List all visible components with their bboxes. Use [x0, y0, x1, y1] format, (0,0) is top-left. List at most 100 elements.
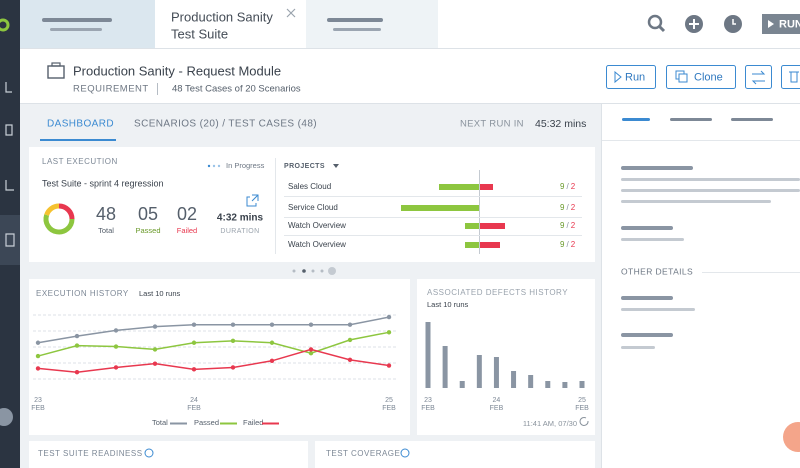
x-tick-label: 23 [34, 397, 42, 404]
project-name: Sales Cloud [288, 182, 331, 191]
data-point [114, 344, 118, 348]
data-point [36, 366, 40, 370]
data-point [348, 358, 352, 362]
card-title: ASSOCIATED DEFECTS HISTORY [427, 288, 568, 297]
score-part: 2 [571, 221, 576, 230]
tab[interactable] [20, 0, 155, 48]
next-run-label: NEXT RUN IN [460, 119, 524, 130]
data-point [75, 343, 79, 347]
bar [460, 381, 465, 388]
item-type: REQUIREMENT [73, 84, 149, 95]
placeholder [621, 200, 771, 203]
panel-tab[interactable] [622, 118, 650, 121]
project-score: 9/2 [560, 182, 576, 191]
dot[interactable] [302, 269, 306, 273]
data-point [192, 341, 196, 345]
data-point [270, 359, 274, 363]
score-part: 9 [560, 221, 565, 230]
run-label: RUN [779, 18, 800, 30]
placeholder [621, 189, 800, 192]
card-title: LAST EXECUTION [42, 157, 118, 166]
stat-label: Failed [177, 226, 197, 235]
suite-name: Test Suite - sprint 4 regression [42, 178, 164, 188]
bar [443, 346, 448, 388]
bar [545, 381, 550, 388]
panel-tab[interactable] [731, 118, 773, 121]
placeholder [42, 18, 112, 22]
x-tick-label: FEB [490, 405, 504, 412]
data-point [309, 347, 313, 351]
project-name: Watch Overview [288, 240, 346, 249]
card-title: EXECUTION HISTORY [36, 289, 129, 298]
dot[interactable] [312, 270, 315, 273]
x-tick-label: FEB [421, 405, 435, 412]
bar [511, 371, 516, 388]
bar [426, 322, 431, 388]
card-title: PROJECTS [284, 163, 325, 170]
stat-value: 48 [96, 204, 116, 224]
tab-title: Production Sanity [171, 9, 273, 24]
legend-label: In Progress [226, 161, 265, 170]
x-tick-label: FEB [382, 405, 396, 412]
data-point [192, 323, 196, 327]
data-point [309, 351, 313, 355]
bar [528, 375, 533, 388]
bar [562, 382, 567, 388]
x-tick-label: 23 [424, 397, 432, 404]
sync-action[interactable] [746, 66, 772, 89]
failed-bar [480, 242, 500, 248]
panel-tab[interactable] [670, 118, 712, 121]
stat-label: Total [98, 226, 114, 235]
x-tick-label: FEB [31, 405, 45, 412]
dashboard-tab[interactable]: DASHBOARD [47, 119, 114, 130]
section-title: OTHER DETAILS [621, 266, 693, 276]
data-point [192, 367, 196, 371]
scenarios-tab[interactable]: SCENARIOS (20) / TEST CASES (48) [134, 119, 317, 130]
stat-label: Passed [135, 226, 160, 235]
placeholder [621, 296, 673, 300]
passed-bar [439, 184, 479, 190]
tab[interactable] [306, 0, 438, 48]
placeholder [621, 226, 673, 230]
x-tick-label: 25 [385, 397, 393, 404]
card-subtitle: Last 10 runs [427, 300, 469, 309]
bar [580, 381, 585, 388]
x-tick-label: FEB [187, 405, 201, 412]
legend-dot [213, 165, 215, 167]
placeholder [333, 28, 381, 31]
placeholder [621, 308, 695, 311]
score-part: 9 [560, 240, 565, 249]
project-score: 9/2 [560, 221, 576, 230]
bar [494, 357, 499, 388]
passed-bar [465, 223, 479, 229]
score-part: 9 [560, 182, 565, 191]
dot[interactable] [321, 270, 324, 273]
passed-bar [465, 242, 479, 248]
data-point [387, 330, 391, 334]
data-point [36, 341, 40, 345]
summary: 48 Test Cases of 20 Scenarios [172, 84, 301, 95]
data-point [114, 365, 118, 369]
data-point [270, 341, 274, 345]
legend-dot [208, 165, 210, 167]
card-title: TEST COVERAGE [326, 449, 400, 458]
tab-underline [40, 139, 116, 141]
data-point [231, 365, 235, 369]
data-point [153, 361, 157, 365]
placeholder [621, 333, 673, 337]
dot[interactable] [328, 267, 336, 275]
data-point [348, 323, 352, 327]
data-point [348, 338, 352, 342]
placeholder [621, 238, 684, 241]
bar [477, 355, 482, 388]
card-subtitle: Last 10 runs [139, 289, 181, 298]
data-point [309, 323, 313, 327]
dot[interactable] [293, 270, 296, 273]
legend-dot [218, 165, 220, 167]
legend-label: Total [152, 418, 168, 427]
next-run: 45:32 mins [535, 118, 586, 130]
clone-icon [679, 74, 687, 82]
x-tick-label: FEB [575, 405, 589, 412]
